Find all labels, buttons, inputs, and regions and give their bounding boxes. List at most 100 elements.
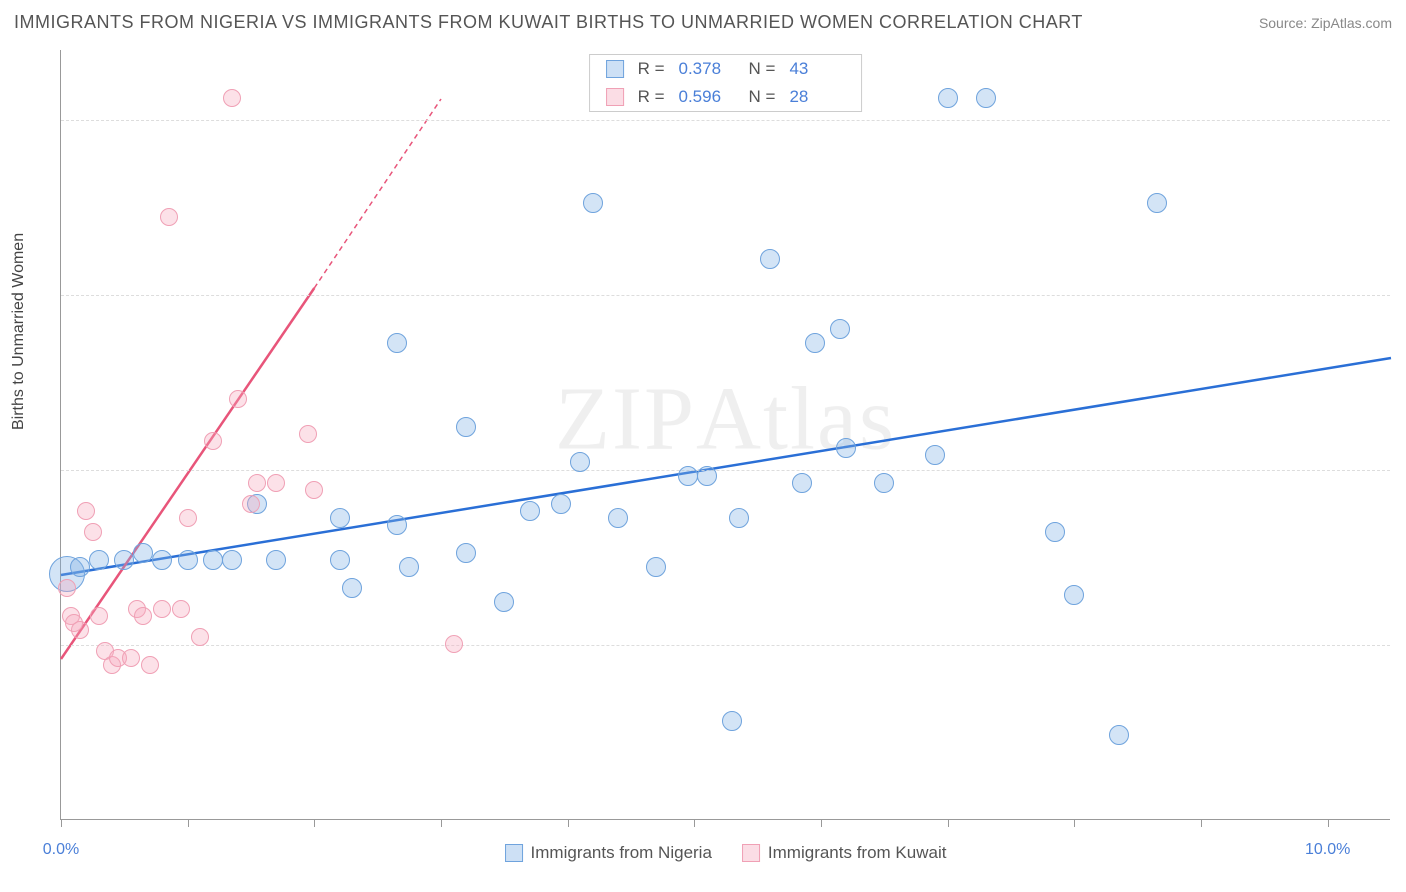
data-point: [203, 550, 223, 570]
data-point: [58, 579, 76, 597]
data-point: [141, 656, 159, 674]
data-point: [70, 557, 90, 577]
x-tick: [441, 819, 442, 827]
data-point: [646, 557, 666, 577]
data-point: [342, 578, 362, 598]
x-tick: [568, 819, 569, 827]
y-axis-label: Births to Unmarried Women: [10, 233, 28, 430]
data-point: [172, 600, 190, 618]
data-point: [222, 550, 242, 570]
r-value-kuwait: 0.596: [679, 87, 735, 107]
x-tick: [821, 819, 822, 827]
data-point: [760, 249, 780, 269]
data-point: [583, 193, 603, 213]
stats-row-kuwait: R = 0.596 N = 28: [590, 83, 862, 111]
data-point: [152, 550, 172, 570]
data-point: [77, 502, 95, 520]
data-point: [729, 508, 749, 528]
x-tick: [1201, 819, 1202, 827]
data-point: [387, 333, 407, 353]
data-point: [445, 635, 463, 653]
swatch-kuwait: [606, 88, 624, 106]
data-point: [305, 481, 323, 499]
x-tick: [188, 819, 189, 827]
x-tick: [694, 819, 695, 827]
data-point: [191, 628, 209, 646]
legend-item-kuwait: Immigrants from Kuwait: [742, 843, 947, 863]
data-point: [1147, 193, 1167, 213]
swatch-nigeria: [606, 60, 624, 78]
data-point: [160, 208, 178, 226]
y-tick-label: 100.0%: [1400, 111, 1406, 129]
source-attribution: Source: ZipAtlas.com: [1259, 15, 1392, 31]
data-point: [805, 333, 825, 353]
data-point: [1064, 585, 1084, 605]
stats-row-nigeria: R = 0.378 N = 43: [590, 55, 862, 83]
data-point: [399, 557, 419, 577]
data-point: [134, 607, 152, 625]
data-point: [267, 474, 285, 492]
data-point: [223, 89, 241, 107]
data-point: [266, 550, 286, 570]
data-point: [678, 466, 698, 486]
n-label: N =: [749, 87, 776, 107]
data-point: [204, 432, 222, 450]
data-point: [608, 508, 628, 528]
legend-item-nigeria: Immigrants from Nigeria: [505, 843, 712, 863]
y-tick-label: 75.0%: [1400, 286, 1406, 304]
data-point: [494, 592, 514, 612]
data-point: [153, 600, 171, 618]
bottom-legend: Immigrants from Nigeria Immigrants from …: [505, 843, 947, 863]
n-value-kuwait: 28: [789, 87, 845, 107]
legend-label-kuwait: Immigrants from Kuwait: [768, 843, 947, 863]
r-label: R =: [638, 59, 665, 79]
data-point: [90, 607, 108, 625]
x-tick: [1074, 819, 1075, 827]
x-tick: [61, 819, 62, 827]
data-point: [874, 473, 894, 493]
chart-plot-area: ZIPAtlas R = 0.378 N = 43 R = 0.596 N = …: [60, 50, 1390, 820]
data-point: [938, 88, 958, 108]
legend-label-nigeria: Immigrants from Nigeria: [531, 843, 712, 863]
r-value-nigeria: 0.378: [679, 59, 735, 79]
legend-swatch-nigeria: [505, 844, 523, 862]
correlation-stats-box: R = 0.378 N = 43 R = 0.596 N = 28: [589, 54, 863, 112]
data-point: [89, 550, 109, 570]
data-point: [456, 417, 476, 437]
data-point: [330, 508, 350, 528]
x-tick-label: 0.0%: [43, 841, 79, 859]
data-point: [830, 319, 850, 339]
chart-title: IMMIGRANTS FROM NIGERIA VS IMMIGRANTS FR…: [14, 12, 1083, 33]
gridline: [61, 120, 1390, 121]
data-point: [1109, 725, 1129, 745]
data-point: [299, 425, 317, 443]
r-label: R =: [638, 87, 665, 107]
gridline: [61, 645, 1390, 646]
legend-swatch-kuwait: [742, 844, 760, 862]
x-tick: [1328, 819, 1329, 827]
trend-lines-svg: [61, 50, 1390, 819]
data-point: [836, 438, 856, 458]
x-tick-label: 10.0%: [1305, 841, 1350, 859]
data-point: [229, 390, 247, 408]
data-point: [792, 473, 812, 493]
data-point: [1045, 522, 1065, 542]
data-point: [84, 523, 102, 541]
trendline-kuwait-extrapolated: [314, 99, 441, 288]
y-tick-label: 25.0%: [1400, 636, 1406, 654]
data-point: [570, 452, 590, 472]
gridline: [61, 295, 1390, 296]
n-label: N =: [749, 59, 776, 79]
data-point: [456, 543, 476, 563]
data-point: [925, 445, 945, 465]
data-point: [697, 466, 717, 486]
x-tick: [948, 819, 949, 827]
chart-header: IMMIGRANTS FROM NIGERIA VS IMMIGRANTS FR…: [14, 12, 1392, 33]
data-point: [242, 495, 260, 513]
y-tick-label: 50.0%: [1400, 461, 1406, 479]
x-tick: [314, 819, 315, 827]
data-point: [551, 494, 571, 514]
data-point: [520, 501, 540, 521]
data-point: [179, 509, 197, 527]
data-point: [387, 515, 407, 535]
